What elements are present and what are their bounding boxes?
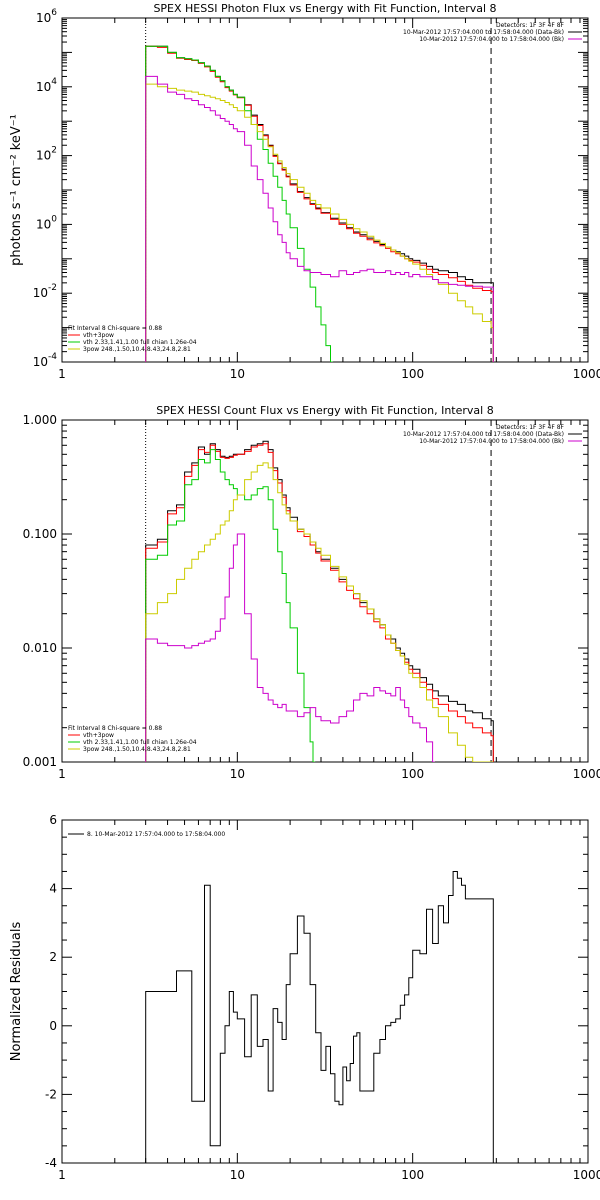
series-line (145, 45, 333, 362)
legend-text: 3pow 248.,1.50,10.4,8.43,24.8,2.81 (83, 746, 191, 753)
residuals-panel: 1 10 100 1000 -4 -2 0 2 4 6 Normalized Residuals 8.… (9, 813, 600, 1182)
legend-text: 10-Mar-2012 17:57:04.000 to 17:58:04.000… (403, 29, 564, 36)
y-tick-label: 6 (49, 813, 57, 827)
y-tick-label: 0.001 (23, 755, 57, 769)
y-tick-exp: 0 (51, 214, 57, 224)
x-tick-label: 1000 (573, 767, 600, 781)
y-tick-label: 106 (36, 8, 57, 25)
y-tick-base: 10 (36, 80, 51, 94)
chart-title: SPEX HESSI Count Flux vs Energy with Fit… (156, 404, 493, 417)
legend-text: Detectors: 1F 3F 4F 8F (496, 22, 565, 29)
y-tick-label: 4 (49, 882, 57, 896)
x-tick-label: 100 (401, 367, 424, 381)
y-tick-label: 1.000 (23, 413, 57, 427)
y-tick-base: 10 (33, 355, 48, 369)
x-tick-label: 1 (58, 767, 66, 781)
y-tick-label: -2 (45, 1087, 57, 1101)
y-tick-base: 10 (36, 149, 51, 163)
y-tick-base: 10 (33, 286, 48, 300)
plot-frame (61, 17, 589, 363)
legend-text: 10-Mar-2012 17:57:04.000 to 17:58:04.000… (403, 431, 564, 438)
x-tick-label: 1000 (573, 1168, 600, 1182)
series-line (145, 83, 494, 362)
x-tick-label: 100 (401, 767, 424, 781)
x-tick-label: 10 (230, 1168, 245, 1182)
y-tick-label: 2 (49, 950, 57, 964)
legend-text: Fit Interval 8 Chi-square = 0.88 (68, 725, 162, 732)
count-flux-panel: SPEX HESSI Count Flux vs Energy with Fit… (23, 404, 600, 781)
legend-text: vth+3pow (83, 332, 114, 339)
y-tick-label: 0 (49, 1019, 57, 1033)
series-line (145, 75, 494, 362)
x-tick-label: 1 (58, 1168, 66, 1182)
x-tick-label: 100 (401, 1168, 424, 1182)
series-line (145, 462, 494, 762)
legend-text: 10-Mar-2012 17:57:04.000 to 17:58:04.000… (419, 36, 564, 43)
legend-text: Detectors: 1F 3F 4F 8F (496, 424, 565, 431)
series-line (145, 443, 494, 762)
y-axis-label: Normalized Residuals (9, 922, 24, 1062)
y-tick-exp: -2 (48, 283, 57, 293)
series-line (145, 871, 494, 1163)
legend-text: Fit Interval 8 Chi-square = 0.88 (68, 325, 162, 332)
y-tick-base: 10 (36, 217, 51, 231)
legend-text: vth 2.33,1.41,1.00 full chian 1.26e-04 (83, 739, 197, 746)
y-tick-exp: 6 (51, 8, 57, 18)
legend-text: 3pow 248.,1.50,10.4,8.43,24.8,2.81 (83, 346, 191, 353)
photon-flux-panel: SPEX HESSI Photon Flux vs Energy with Fi… (9, 2, 600, 381)
y-tick-exp: 2 (51, 146, 57, 156)
legend-text: vth 2.33,1.41,1.00 full chian 1.26e-04 (83, 339, 197, 346)
y-tick-base: 10 (36, 11, 51, 25)
y-tick-label: 102 (36, 146, 57, 163)
x-tick-label: 1000 (573, 367, 600, 381)
x-tick-label: 1 (58, 367, 66, 381)
legend-text: 8. 10-Mar-2012 17:57:04.000 to 17:58:04.… (87, 831, 225, 838)
legend-text: vth+3pow (83, 732, 114, 739)
y-tick-label: -4 (45, 1156, 57, 1170)
x-tick-label: 10 (230, 367, 245, 381)
series-line (145, 449, 316, 762)
y-tick-label: 10-4 (33, 352, 58, 369)
y-tick-exp: 4 (51, 77, 57, 87)
x-tick-label: 10 (230, 767, 245, 781)
y-tick-label: 100 (36, 214, 57, 231)
plot-frame (61, 419, 589, 763)
legend-text: 10-Mar-2012 17:57:04.000 to 17:58:04.000… (419, 438, 564, 445)
y-tick-label: 104 (36, 77, 57, 94)
y-tick-label: 0.010 (23, 641, 57, 655)
series-line (145, 533, 435, 762)
series-line (145, 440, 494, 762)
y-tick-label: 10-2 (33, 283, 57, 300)
y-tick-label: 0.100 (23, 527, 57, 541)
y-tick-exp: -4 (48, 352, 57, 362)
plot-frame (61, 819, 589, 1164)
y-axis-label: photons s⁻¹ cm⁻² keV⁻¹ (9, 114, 24, 266)
chart-title: SPEX HESSI Photon Flux vs Energy with Fi… (153, 2, 496, 15)
